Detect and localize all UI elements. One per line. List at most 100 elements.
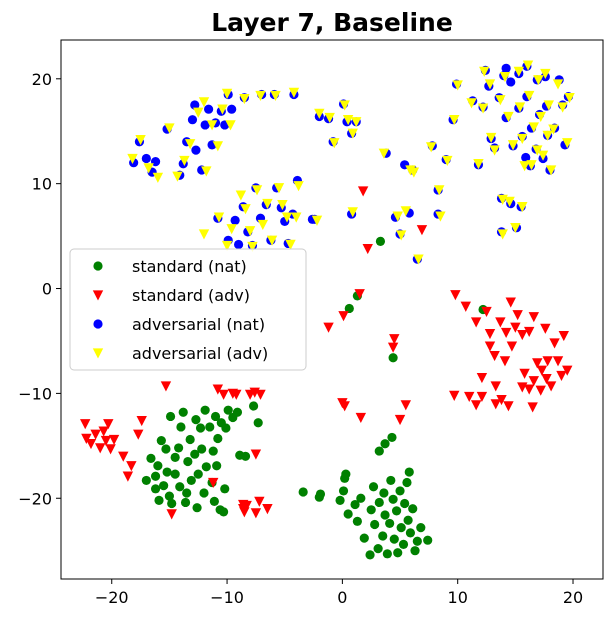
data-point (423, 535, 433, 545)
data-point (198, 229, 210, 240)
data-point (537, 150, 549, 161)
data-point (190, 100, 200, 110)
data-point (90, 429, 101, 440)
data-point (339, 100, 350, 111)
data-point (514, 102, 526, 113)
data-point (118, 451, 129, 462)
data-point (382, 549, 392, 559)
data-point (510, 223, 521, 234)
data-point (226, 224, 237, 235)
legend-frame (69, 248, 307, 371)
data-point (526, 160, 537, 171)
data-point (365, 550, 375, 560)
data-point (387, 432, 397, 443)
data-point (523, 326, 535, 337)
data-point (400, 400, 412, 411)
data-point (460, 301, 471, 312)
data-point (285, 239, 296, 250)
legend-marker (92, 290, 104, 301)
data-point (545, 381, 557, 392)
x-tick-label: 20 (563, 588, 583, 607)
data-point (244, 226, 256, 237)
data-point (380, 510, 390, 520)
legend-label: adversarial (nat) (132, 315, 265, 334)
data-point (394, 414, 406, 426)
data-point (233, 239, 244, 250)
data-point (185, 434, 195, 445)
data-point (324, 112, 335, 124)
data-point (343, 509, 353, 519)
data-point (273, 183, 285, 194)
data-point (489, 350, 500, 362)
data-point (197, 444, 207, 454)
data-point (105, 444, 116, 455)
data-point (183, 456, 193, 467)
data-point (221, 423, 231, 433)
data-point (167, 498, 177, 509)
data-point (388, 353, 398, 363)
data-point (370, 519, 380, 530)
legend-item: adversarial (nat) (93, 315, 265, 334)
data-point (135, 134, 146, 146)
data-point (522, 60, 534, 71)
data-point (536, 365, 548, 376)
data-point (490, 399, 501, 410)
data-point (512, 310, 523, 321)
data-point (375, 236, 386, 246)
data-point (470, 400, 482, 411)
data-point (218, 389, 229, 400)
y-tick-label: 10 (32, 175, 52, 194)
data-point (495, 95, 506, 106)
data-point (464, 391, 475, 402)
data-point (523, 90, 535, 102)
data-point (152, 172, 164, 183)
data-point (379, 488, 389, 498)
data-point (164, 123, 175, 134)
data-point (141, 475, 151, 486)
data-point (398, 539, 409, 549)
data-point (392, 211, 403, 222)
data-point (133, 429, 144, 440)
x-tick-label: 0 (337, 588, 347, 607)
data-point (489, 145, 500, 156)
data-point (442, 155, 453, 167)
data-point (239, 94, 250, 105)
data-point (400, 498, 410, 509)
data-point (288, 87, 300, 98)
data-point (388, 494, 398, 504)
data-point (344, 303, 354, 314)
data-point (532, 145, 543, 156)
legend-item: standard (nat) (93, 257, 247, 276)
data-point (193, 469, 203, 479)
data-point (220, 484, 230, 494)
y-tick-label: −10 (18, 384, 52, 403)
data-point (506, 77, 516, 87)
data-point (150, 484, 161, 494)
data-point (519, 161, 530, 172)
data-point (380, 439, 390, 449)
data-point (413, 254, 424, 265)
x-tick-label: −10 (210, 588, 244, 607)
data-point (231, 389, 242, 400)
data-point (528, 122, 540, 133)
data-point (172, 171, 183, 182)
data-point (391, 506, 402, 516)
data-point (266, 235, 278, 246)
data-point (190, 449, 200, 459)
legend-item: standard (adv) (92, 286, 250, 305)
data-point (80, 419, 91, 430)
data-point (200, 120, 210, 130)
data-point (484, 341, 496, 352)
data-point (374, 497, 384, 508)
data-point (103, 419, 114, 430)
data-point (535, 385, 546, 396)
data-point (340, 473, 350, 483)
data-point (143, 163, 154, 174)
data-point (98, 426, 109, 437)
data-point (335, 495, 345, 505)
data-point (227, 104, 237, 114)
data-point (393, 548, 403, 558)
data-point (408, 504, 418, 514)
data-point (378, 531, 388, 541)
